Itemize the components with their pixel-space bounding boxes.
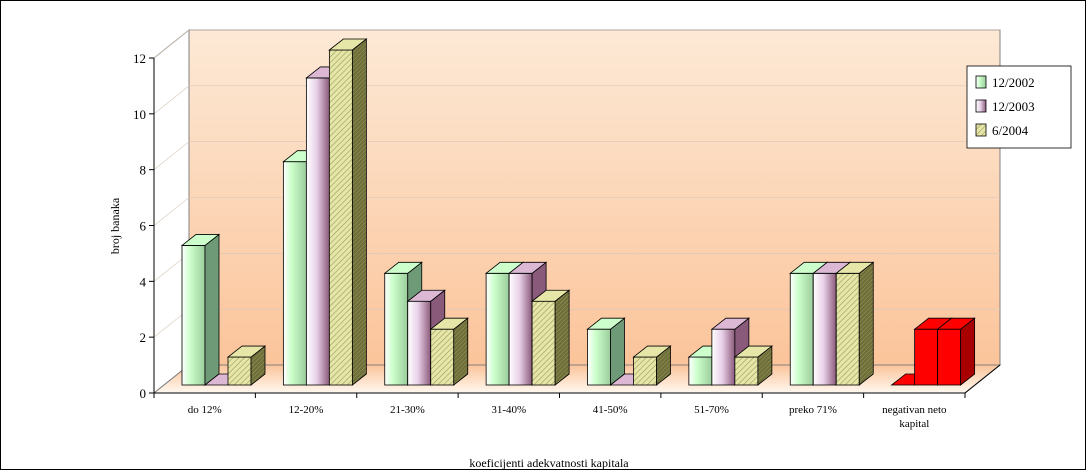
bar (835, 261, 875, 386)
bar-side (858, 261, 874, 386)
bar-side (960, 317, 976, 386)
bar-front (384, 272, 409, 386)
bar (733, 345, 774, 386)
bar-front (181, 245, 206, 386)
bar-front (789, 272, 814, 386)
bar-front (305, 77, 330, 386)
bar-front (531, 300, 556, 386)
bar-top (406, 289, 446, 302)
gridline (153, 29, 1000, 59)
bar-front (835, 272, 860, 386)
legend-label[interactable]: 6/2004 (992, 123, 1029, 138)
y-tick-label: 6 (140, 219, 147, 234)
bar-front (914, 328, 939, 386)
y-tick-label: 12 (133, 51, 146, 66)
x-axis-depth-line (964, 364, 1001, 394)
bar-front (937, 328, 962, 386)
gridline (153, 141, 1000, 170)
y-tick-label: 10 (133, 107, 146, 122)
y-tick-label: 4 (140, 274, 147, 289)
bar-front (633, 356, 657, 386)
bar-top (733, 345, 774, 358)
legend-label[interactable]: 12/2003 (992, 99, 1035, 114)
bars (180, 38, 976, 386)
bar-front (407, 300, 432, 386)
bar-top (530, 289, 571, 302)
bar (328, 38, 368, 386)
bar (632, 345, 672, 386)
bar-top (936, 317, 976, 330)
bar-top (383, 261, 423, 274)
x-axis: do 12% 12-20% 21-30% 31-40% 41-50% 51-70% prek… (153, 364, 1001, 430)
bar-front (227, 356, 252, 386)
bar-side (453, 317, 469, 386)
y-tick-label: 8 (140, 163, 147, 178)
bar-front (430, 328, 455, 386)
bar-side (610, 317, 625, 386)
bar (936, 317, 976, 386)
legend[interactable]: 12/2002 12/2003 6/2004 (966, 65, 1072, 149)
category-label: 31-40% (491, 404, 526, 416)
bar-front (734, 356, 759, 386)
y-axis: 0 2 4 6 8 10 12 (133, 51, 155, 401)
bar-front (812, 272, 837, 386)
category-label: negativan neto (882, 404, 947, 416)
bar-top (328, 38, 368, 51)
bar (180, 233, 221, 386)
bar (530, 289, 571, 386)
category-label: preko 71% (789, 404, 837, 416)
bar-front (711, 328, 736, 386)
bar-side (351, 38, 367, 386)
bar-front (508, 272, 533, 386)
gridline (153, 197, 1000, 226)
category-label: 21-30% (390, 404, 425, 416)
bar (226, 345, 267, 386)
y-axis-title: broj banaka (108, 197, 122, 254)
legend-label[interactable]: 12/2002 (992, 75, 1035, 90)
category-label: do 12% (188, 404, 222, 416)
bar (429, 317, 469, 386)
bar-side (554, 289, 570, 386)
bar-front (282, 161, 307, 386)
bar-top (632, 345, 672, 358)
bar-front (688, 356, 713, 386)
bar-side (204, 233, 220, 386)
legend-swatch (975, 99, 987, 113)
category-label: 12-20% (289, 404, 324, 416)
bar-front (485, 272, 510, 386)
bar (586, 317, 626, 386)
category-label: kapital (899, 418, 929, 430)
bar-top (710, 317, 751, 330)
legend-swatch (975, 75, 987, 89)
category-label: 41-50% (593, 404, 628, 416)
category-label: 51-70% (694, 404, 729, 416)
gridline (153, 85, 1000, 115)
bar-top (180, 234, 221, 246)
bar-top (835, 261, 875, 274)
x-axis-title: koeficijenti adekvatnosti kapitala (469, 456, 629, 470)
bar-top (429, 317, 469, 330)
bar-top (507, 261, 548, 274)
bar-front (328, 49, 353, 386)
bar-front (587, 328, 611, 386)
legend-swatch (975, 123, 987, 137)
y-tick-label: 2 (140, 330, 147, 345)
bar-top (226, 345, 267, 358)
bar-top (586, 317, 626, 330)
y-tick-label: 0 (140, 386, 147, 401)
